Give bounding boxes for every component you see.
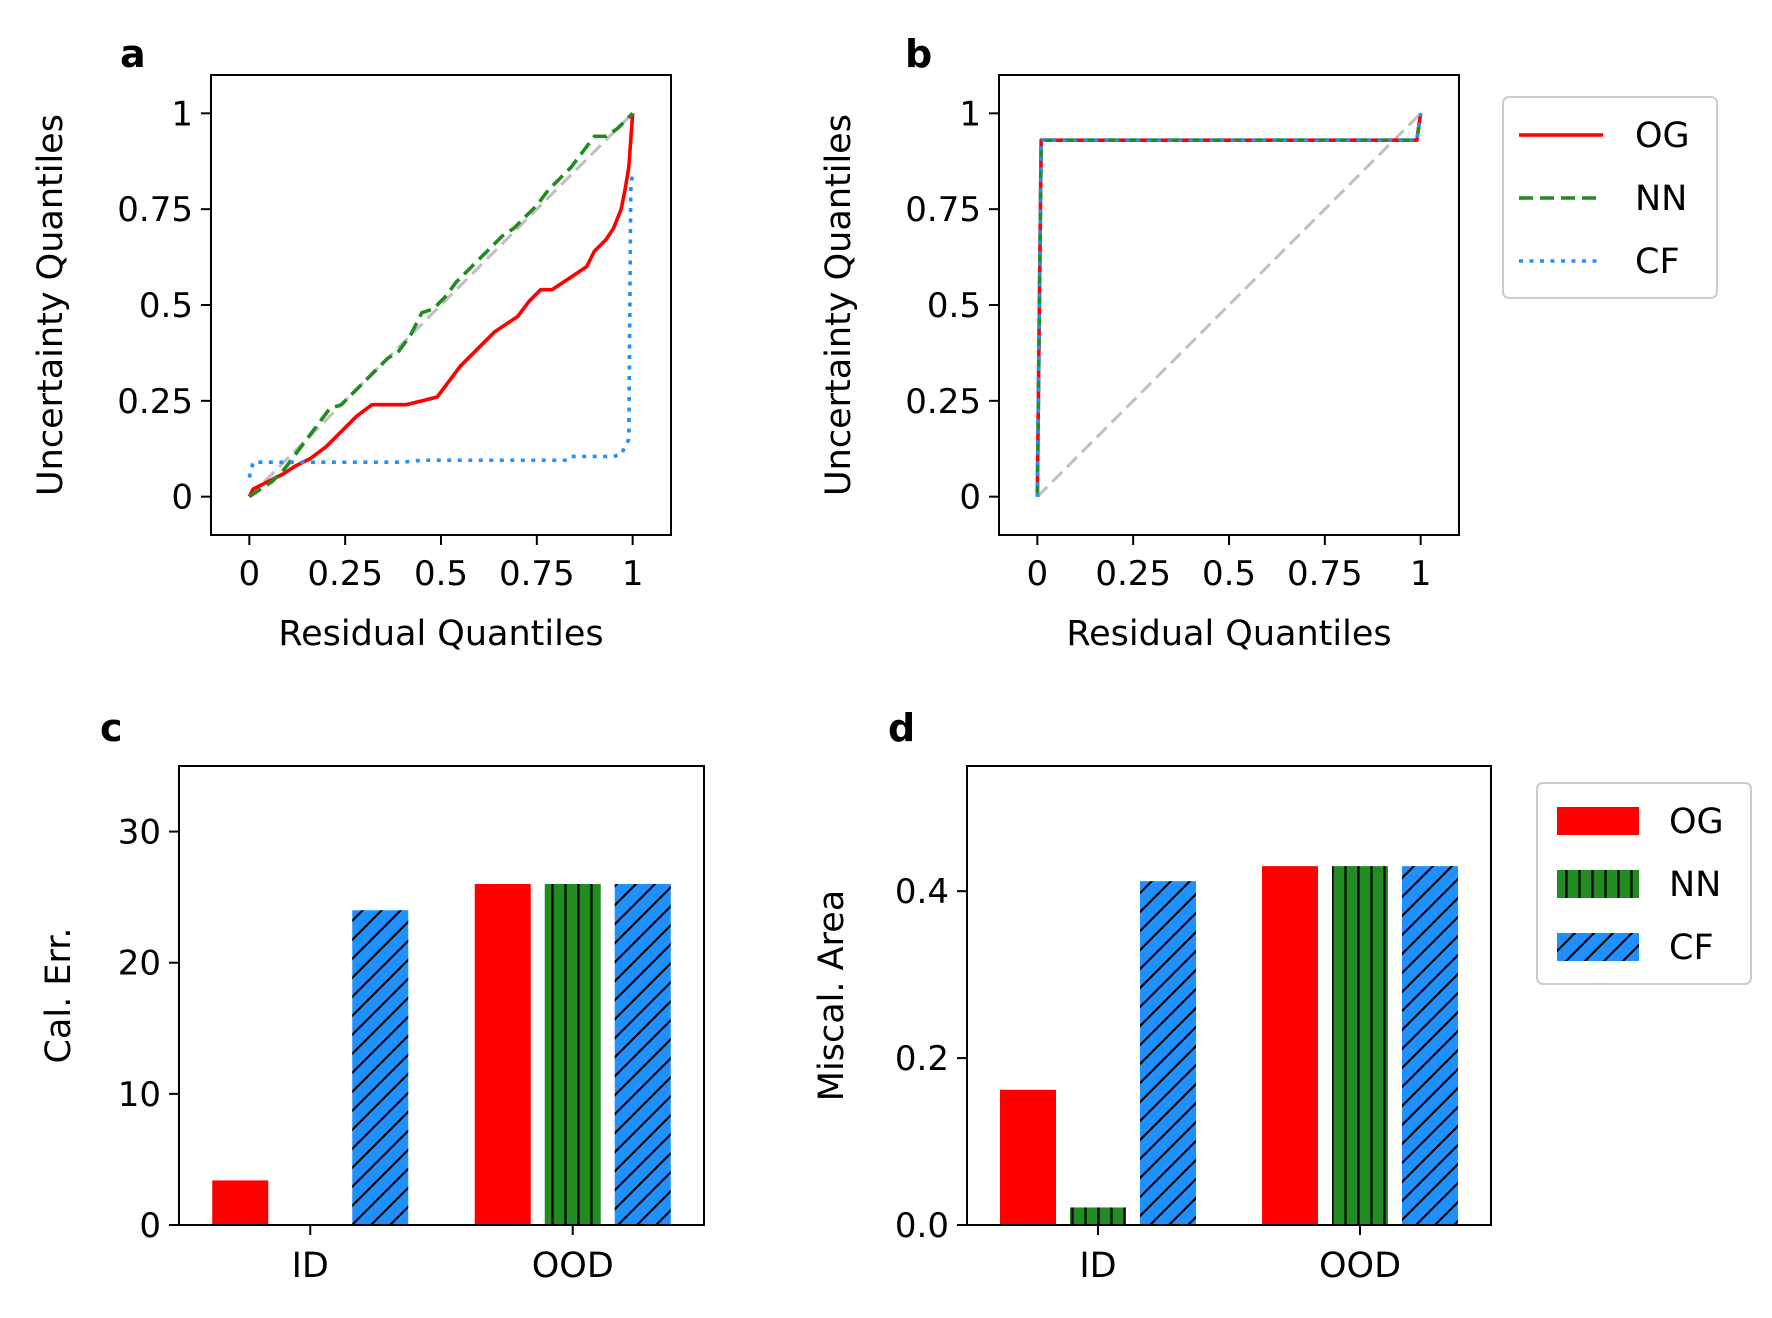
category-label-id: ID (1079, 1246, 1116, 1286)
legend-label-nn: NN (1669, 865, 1721, 905)
plot-area-d (1000, 866, 1458, 1225)
series-line-nn (1035, 113, 1423, 497)
legend: OG NN CF (1502, 96, 1718, 299)
y-tick-label: 0.75 (905, 190, 981, 230)
bar-ood-og (1262, 866, 1318, 1225)
x-tick-label: 0.5 (1202, 554, 1256, 594)
panel-letter-b: b (905, 32, 932, 76)
x-tick-label: 0.75 (1287, 554, 1363, 594)
x-tick-label: 0.25 (307, 554, 383, 594)
plot-area-c (212, 884, 671, 1225)
bar-ood-cf-hatch (1402, 866, 1458, 1225)
bar-ood-nn-hatch (1332, 866, 1388, 1225)
plot-area-b (1035, 112, 1423, 498)
y-axis-label: Uncertainty Quantiles (819, 114, 859, 496)
category-label-ood: OOD (532, 1246, 614, 1286)
bar-id-og (1000, 1089, 1056, 1225)
y-tick-label: 20 (118, 944, 161, 984)
series-line-cf (247, 170, 635, 478)
x-tick-label: 0.5 (414, 554, 468, 594)
legend-label-og: OG (1635, 116, 1690, 156)
panel-c: c 0 10 20 30 ID OOD Cal. Err. (39, 706, 705, 1286)
series-line-og (247, 113, 635, 498)
y-tick-label: 0.25 (905, 382, 981, 422)
y-tick-label: 0.2 (895, 1039, 949, 1079)
y-tick-label: 0 (171, 478, 193, 518)
x-tick-label: 0.25 (1095, 554, 1171, 594)
y-axis-label: Miscal. Area (812, 890, 852, 1101)
bar-ood-nn-hatch (544, 884, 601, 1225)
series-line-og (1035, 113, 1423, 497)
category-label-ood: OOD (1319, 1246, 1401, 1286)
bar-ood-og (474, 884, 531, 1225)
legend-swatch-og (1557, 807, 1639, 835)
legend: OG NN CF (1536, 782, 1752, 985)
panel-letter-c: c (100, 706, 123, 750)
reference-line (248, 112, 634, 498)
x-tick-label: 0 (239, 554, 261, 594)
bar-ood-cf-hatch (614, 884, 671, 1225)
bar-id-cf-hatch (352, 910, 409, 1225)
y-tick-label: 10 (118, 1075, 161, 1115)
y-tick-label: 0.5 (927, 286, 981, 326)
panel-b: b 0 0.25 0.5 0.75 1 0 0.25 0.5 0.75 1 Residual Quan… (819, 32, 1718, 654)
y-tick-label: 0.0 (895, 1206, 949, 1246)
series-line-nn (248, 112, 634, 499)
plot-area-a (247, 112, 635, 499)
x-tick-label: 0.75 (499, 554, 575, 594)
axes-frame-d (966, 765, 1492, 1226)
axes-frame-c (178, 765, 705, 1226)
y-tick-label: 0.4 (895, 872, 949, 912)
legend-label-cf: CF (1669, 928, 1714, 968)
legend-label-og: OG (1669, 802, 1724, 842)
bar-id-cf-hatch (1140, 881, 1196, 1225)
legend-frame (1502, 96, 1718, 299)
series-line-cf (1035, 113, 1423, 497)
y-tick-label: 0.75 (117, 190, 193, 230)
reference-line (1036, 112, 1422, 498)
y-axis-label: Cal. Err. (39, 927, 79, 1063)
category-label-id: ID (292, 1246, 329, 1286)
panel-a: a 0 0.25 0.5 0.75 1 0 0.25 0.5 0.75 1 Residual Quan… (31, 32, 672, 654)
legend-label-nn: NN (1635, 179, 1687, 219)
legend-swatch-hatch-cf (1557, 933, 1639, 961)
y-tick-label: 1 (959, 94, 981, 134)
x-axis-label: Residual Quantiles (278, 614, 603, 654)
y-tick-label: 30 (118, 813, 161, 853)
y-axis-label: Uncertainty Quantiles (31, 114, 71, 496)
y-tick-label: 0 (959, 478, 981, 518)
panel-d: d 0.0 0.2 0.4 ID OOD Miscal. Area OG NN CF (812, 706, 1752, 1286)
y-tick-label: 0.25 (117, 382, 193, 422)
x-tick-label: 1 (622, 554, 644, 594)
y-tick-label: 0.5 (139, 286, 193, 326)
legend-label-cf: CF (1635, 242, 1680, 282)
bar-id-og (212, 1180, 269, 1225)
x-tick-label: 1 (1410, 554, 1432, 594)
panel-letter-d: d (888, 706, 915, 750)
x-axis-label: Residual Quantiles (1066, 614, 1391, 654)
y-tick-label: 0 (139, 1206, 161, 1246)
legend-swatch-hatch-nn (1557, 870, 1639, 898)
panel-letter-a: a (120, 32, 146, 76)
y-tick-label: 1 (171, 94, 193, 134)
bar-id-nn-hatch (1070, 1207, 1126, 1225)
x-tick-label: 0 (1027, 554, 1049, 594)
